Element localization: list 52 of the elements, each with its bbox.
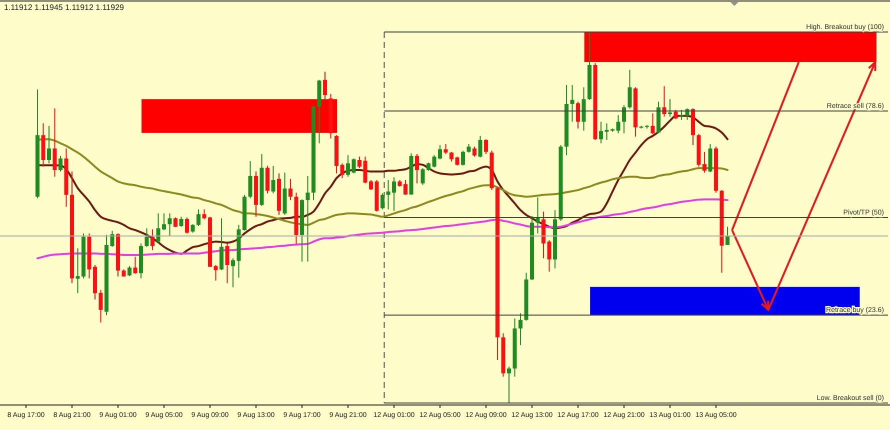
candlestick [472, 146, 476, 158]
candlestick [185, 217, 189, 234]
candlestick [547, 240, 552, 272]
candlestick [214, 264, 218, 282]
candlestick [518, 312, 522, 346]
candlestick [58, 155, 62, 172]
candlestick [128, 266, 132, 277]
candlestick [576, 101, 580, 129]
candlestick [726, 226, 730, 246]
candlestick [231, 258, 235, 288]
candlestick [144, 228, 149, 248]
candlestick [507, 366, 511, 404]
chart-title: 1.11912 1.11945 1.11912 1.11929 [4, 3, 125, 12]
candlestick [570, 84, 574, 122]
candlestick [288, 178, 292, 201]
candlestick [323, 71, 327, 100]
candlestick [674, 109, 678, 120]
candlestick [196, 208, 200, 227]
candlestick [599, 121, 603, 144]
candlestick [668, 98, 672, 118]
candlestick [248, 160, 252, 199]
candlestick [380, 192, 384, 210]
candlestick [450, 151, 454, 162]
candlestick [415, 154, 419, 184]
candlestick [47, 125, 51, 164]
candlestick [484, 138, 488, 155]
candlestick [52, 108, 57, 178]
candlestick [352, 158, 356, 174]
candlestick [478, 135, 482, 158]
candlestick [346, 154, 350, 178]
candlestick [340, 162, 344, 179]
candlestick [628, 69, 632, 109]
candlestick [358, 156, 362, 169]
candlestick [168, 212, 172, 237]
candlestick [616, 114, 620, 134]
candlestick [266, 165, 270, 194]
candlestick [150, 228, 154, 251]
candlestick [622, 104, 626, 134]
candlestick [133, 256, 138, 274]
candlestick [650, 112, 655, 135]
candlestick [179, 216, 184, 228]
candlestick [225, 242, 230, 284]
candlestick [98, 289, 103, 323]
candlestick [220, 218, 224, 271]
candlestick [444, 144, 448, 155]
candlestick [680, 109, 684, 120]
candlestick [271, 165, 276, 194]
candlestick [582, 86, 586, 132]
candlestick [708, 144, 712, 173]
candlestick [306, 175, 310, 262]
candlestick [110, 230, 114, 248]
candlestick [461, 150, 465, 166]
